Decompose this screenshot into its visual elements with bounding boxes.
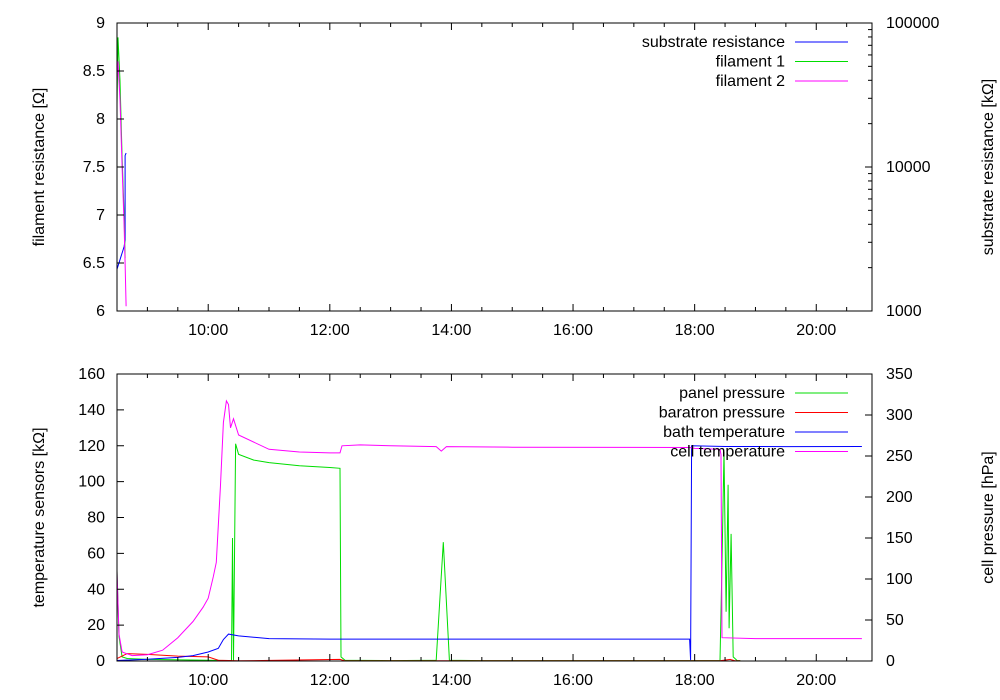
y2-tick-label: 0	[886, 653, 895, 670]
top-chart: 10:00 12:00 14:00 16:00 18:00 20:00 6 6.5 7 7.5 8 8…	[31, 15, 997, 339]
y2-axis-label: cell pressure [hPa]	[980, 451, 997, 584]
x-tick-label: 20:00	[796, 322, 836, 339]
y-tick-label: 7.5	[83, 159, 105, 176]
y-tick-label: 9	[96, 15, 105, 32]
y-axis-label: temperature sensors [kΩ]	[31, 427, 48, 607]
x-tick-label: 14:00	[431, 672, 471, 689]
series-line-3	[117, 399, 862, 657]
legend-label: filament 1	[716, 54, 785, 71]
x-tick-label: 14:00	[431, 322, 471, 339]
x-tick-label: 20:00	[796, 672, 836, 689]
y2-tick-label: 100	[886, 571, 913, 588]
y2-tick-label: 300	[886, 407, 913, 424]
legend-label: baratron pressure	[659, 405, 785, 422]
legend-label: panel pressure	[679, 385, 785, 402]
y-tick-label: 6.5	[83, 255, 105, 272]
y-tick-label: 60	[87, 545, 105, 562]
y2-tick-label: 150	[886, 530, 913, 547]
x-tick-label: 10:00	[188, 672, 228, 689]
bottom-chart: 10:00 12:00 14:00 16:00 18:00 20:00 0 20 40 60 80 1…	[31, 366, 997, 689]
x-tick-label: 18:00	[675, 322, 715, 339]
y-tick-label: 8.5	[83, 63, 105, 80]
x-tick-label: 18:00	[675, 672, 715, 689]
legend-label: substrate resistance	[642, 34, 785, 51]
y-tick-label: 6	[96, 303, 105, 320]
y2-tick-label: 200	[886, 489, 913, 506]
y2-tick-label: 250	[886, 448, 913, 465]
y2-tick-label: 10000	[886, 159, 931, 176]
y-tick-label: 40	[87, 581, 105, 598]
y-tick-label: 140	[78, 402, 105, 419]
y-tick-label: 80	[87, 510, 105, 527]
y2-tick-label: 350	[886, 366, 913, 383]
y2-tick-label: 100000	[886, 15, 939, 32]
y-tick-label: 0	[96, 653, 105, 670]
y-axis-label: filament resistance [Ω]	[31, 88, 48, 247]
legend-label: cell temperature	[670, 444, 785, 461]
x-tick-label: 12:00	[310, 322, 350, 339]
y-tick-label: 100	[78, 474, 105, 491]
x-tick-label: 16:00	[553, 672, 593, 689]
series-line-1	[117, 653, 741, 661]
x-tick-label: 16:00	[553, 322, 593, 339]
legend-label: bath temperature	[663, 424, 785, 441]
y-tick-label: 120	[78, 438, 105, 455]
y-tick-label: 8	[96, 111, 105, 128]
y-tick-label: 20	[87, 617, 105, 634]
y-tick-label: 160	[78, 366, 105, 383]
x-tick-label: 10:00	[188, 322, 228, 339]
y2-axis-label: substrate resistance [kΩ]	[980, 79, 997, 255]
series-line-0	[117, 443, 741, 661]
y-tick-label: 7	[96, 207, 105, 224]
y2-tick-label: 1000	[886, 303, 922, 320]
x-tick-label: 12:00	[310, 672, 350, 689]
series-line-2	[117, 445, 862, 661]
legend-label: filament 2	[716, 73, 785, 90]
y2-tick-label: 50	[886, 612, 904, 629]
